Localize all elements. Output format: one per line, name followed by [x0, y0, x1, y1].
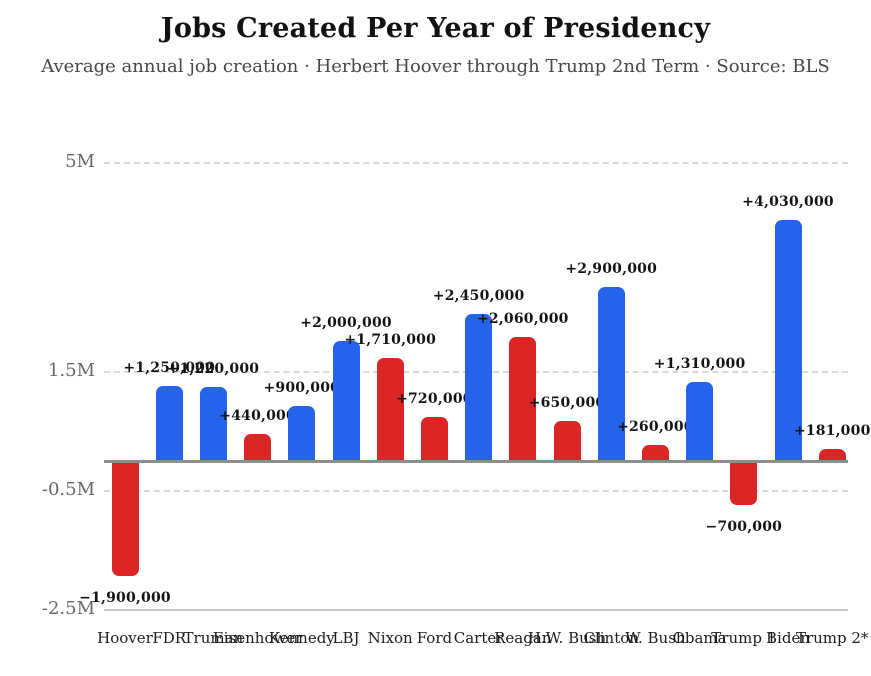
x-tick-label: Ford	[416, 629, 453, 647]
x-tick-label: H.W. Bush	[527, 629, 607, 647]
bar-eisenhower	[244, 433, 272, 460]
bar-value-label: +2,060,000	[476, 311, 569, 328]
x-tick-label: Reagan	[494, 629, 552, 647]
x-tick-label: LBJ	[332, 629, 360, 647]
y-tick-label: 5M	[65, 151, 95, 172]
bar-value-label: +2,900,000	[565, 261, 658, 278]
x-tick-label: Kennedy	[268, 629, 335, 647]
bar-carter	[465, 313, 493, 460]
bar-lbj	[332, 340, 360, 460]
x-tick-label: Obama	[672, 629, 727, 647]
bar-fdr	[155, 385, 183, 460]
gridline-5M	[104, 162, 848, 164]
x-tick-label: Biden	[766, 629, 810, 647]
x-tick-label: Carter	[453, 629, 504, 647]
bar-kennedy	[288, 406, 316, 460]
bar-reagan	[509, 337, 537, 460]
x-tick-label: Clinton	[583, 629, 639, 647]
bar-nixon	[376, 358, 404, 460]
bar-value-label: −1,900,000	[79, 590, 171, 607]
bar-w-bush	[641, 444, 669, 460]
bar-h-w-bush	[553, 421, 581, 460]
x-tick-label: Trump 1	[711, 629, 777, 647]
bar-value-label: +2,000,000	[300, 314, 392, 331]
x-tick-label: FDR	[152, 629, 187, 647]
bar-value-label: +181,000	[793, 423, 871, 440]
bar-value-label: +1,250,000	[123, 359, 216, 376]
y-tick-label: -2.5M	[41, 598, 95, 619]
bar-value-label: +1,220,000	[167, 361, 260, 378]
x-tick-label: Hoover	[97, 629, 153, 647]
y-tick-label: 1.5M	[47, 360, 95, 381]
bar-value-label: +650,000	[528, 395, 606, 412]
bar-obama	[686, 381, 714, 460]
bar-hoover	[111, 463, 139, 577]
bar-value-label: +720,000	[396, 391, 473, 408]
chart-header: Jobs Created Per Year of Presidency Aver…	[0, 12, 871, 78]
bar-value-label: +260,000	[617, 418, 694, 435]
zero-axis-line	[104, 460, 848, 463]
bar-value-label: +4,030,000	[742, 193, 834, 210]
bar-ford	[420, 417, 448, 460]
bar-value-label: +1,310,000	[653, 355, 746, 372]
x-tick-label: W. Bush	[625, 629, 686, 647]
bar-trump-2-	[818, 449, 846, 460]
bar-clinton	[597, 287, 625, 460]
chart-title: Jobs Created Per Year of Presidency	[160, 13, 711, 44]
gridline--0.5M	[104, 490, 848, 492]
gridline--2.5M	[104, 609, 848, 611]
bar-trump-1	[730, 463, 758, 505]
chart-subtitle: Average annual job creation · Herbert Ho…	[41, 56, 830, 77]
bar-value-label: +440,000	[219, 407, 296, 424]
bar-value-label: +1,710,000	[344, 332, 437, 349]
bar-truman	[199, 387, 227, 460]
bar-biden	[774, 219, 802, 460]
y-tick-label: -0.5M	[41, 479, 95, 500]
bar-value-label: −700,000	[705, 518, 783, 535]
bar-value-label: +2,450,000	[432, 287, 525, 304]
x-tick-label: Nixon	[367, 629, 413, 647]
x-tick-label: Trump 2*	[795, 629, 869, 647]
x-tick-label: Truman	[183, 629, 244, 647]
bar-value-label: +900,000	[263, 380, 341, 397]
x-tick-label: Eisenhower	[212, 629, 303, 647]
